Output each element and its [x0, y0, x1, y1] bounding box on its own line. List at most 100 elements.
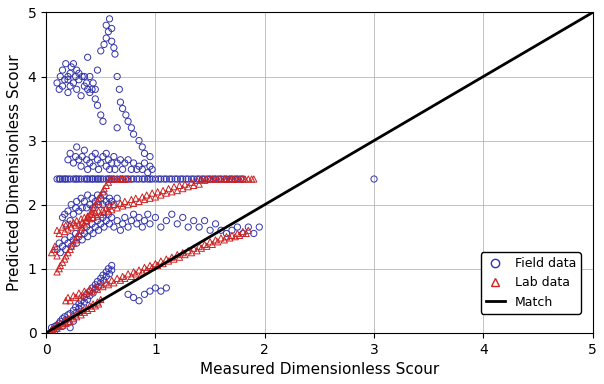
Point [82, 224, 91, 230]
Point [83, 214, 92, 220]
Point [243, 224, 253, 230]
Point [107, 199, 117, 205]
Point [65, 318, 75, 324]
Point [178, 185, 188, 192]
Point [52, 227, 62, 233]
Point [101, 269, 111, 275]
Point [103, 281, 113, 288]
Point [87, 195, 97, 201]
Point [213, 176, 222, 182]
Point [104, 16, 114, 22]
Point [83, 166, 92, 172]
Point [72, 314, 82, 320]
Point [123, 202, 133, 208]
Point [69, 316, 79, 322]
Point [120, 160, 130, 166]
Point [107, 267, 117, 273]
Point [74, 208, 84, 214]
Point [222, 176, 231, 182]
Point [71, 222, 80, 228]
Point [47, 250, 56, 256]
Point [69, 293, 79, 299]
Point [196, 245, 206, 251]
Point [176, 176, 185, 182]
Point [76, 176, 86, 182]
Point [181, 176, 191, 182]
Point [138, 194, 147, 200]
Point [74, 309, 84, 315]
Point [87, 305, 97, 311]
Point [118, 176, 127, 182]
Point [154, 176, 164, 182]
Point [121, 112, 130, 118]
Point [103, 176, 113, 182]
Point [123, 176, 133, 182]
Point [121, 176, 130, 182]
Point [109, 176, 119, 182]
Point [233, 224, 242, 230]
Point [76, 227, 86, 233]
Point [65, 218, 75, 224]
Point [91, 286, 100, 292]
Point [60, 211, 69, 217]
Point [138, 224, 147, 230]
Point [91, 86, 100, 93]
Point [76, 93, 86, 99]
Point [112, 205, 122, 211]
Point [129, 160, 138, 166]
Point [147, 166, 157, 172]
Point [203, 176, 213, 182]
Point [205, 176, 215, 182]
Point [109, 202, 119, 208]
Point [71, 73, 80, 79]
Point [74, 301, 84, 307]
Point [112, 125, 122, 131]
Point [92, 278, 102, 285]
Point [49, 247, 59, 253]
Point [227, 232, 237, 238]
Point [65, 221, 75, 227]
Point [80, 309, 89, 315]
Point [76, 195, 86, 201]
Point [187, 179, 196, 185]
Point [138, 144, 147, 150]
Point [96, 160, 106, 166]
Point [94, 166, 103, 172]
Point [192, 177, 202, 184]
Point [167, 176, 176, 182]
Point [76, 293, 86, 299]
Point [85, 303, 95, 309]
Point [101, 182, 111, 189]
Point [56, 262, 65, 268]
Point [60, 77, 69, 83]
Point [72, 86, 82, 93]
Point [115, 277, 125, 283]
Point [61, 221, 71, 227]
Point [74, 70, 84, 76]
Point [63, 208, 73, 214]
Point [158, 187, 168, 194]
Point [107, 176, 117, 182]
Point [99, 209, 109, 215]
Point [230, 176, 239, 182]
Point [101, 35, 111, 41]
Point [83, 192, 92, 198]
Point [91, 209, 100, 215]
Point [145, 195, 155, 201]
Point [80, 230, 89, 237]
Point [153, 262, 162, 268]
Point [143, 211, 153, 217]
Point [129, 211, 138, 217]
Point [57, 323, 67, 329]
Point [164, 258, 173, 264]
Point [88, 163, 98, 169]
Point [103, 208, 113, 214]
Point [227, 176, 237, 182]
Point [63, 250, 73, 256]
Point [169, 184, 179, 190]
Point [145, 288, 155, 294]
Point [205, 176, 215, 182]
Point [82, 218, 91, 224]
Point [52, 325, 62, 331]
Point [65, 233, 75, 240]
